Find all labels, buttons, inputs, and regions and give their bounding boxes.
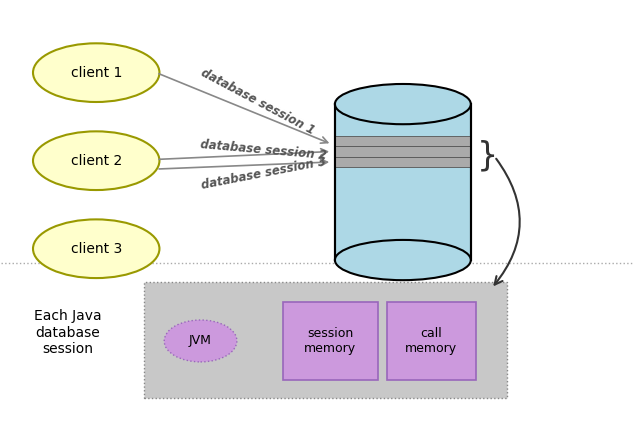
- Ellipse shape: [33, 131, 159, 190]
- Text: database session 3: database session 3: [200, 155, 327, 192]
- Text: Each Java
database
session: Each Java database session: [34, 309, 102, 356]
- Text: client 1: client 1: [70, 66, 122, 80]
- Text: JVM: JVM: [189, 335, 212, 347]
- Text: }: }: [477, 139, 498, 172]
- Ellipse shape: [164, 320, 237, 362]
- Bar: [335, 104, 471, 260]
- Ellipse shape: [33, 43, 159, 102]
- Bar: [335, 157, 471, 167]
- Text: client 2: client 2: [70, 154, 122, 168]
- Bar: [335, 104, 471, 240]
- FancyBboxPatch shape: [144, 282, 507, 398]
- Text: database session 2: database session 2: [200, 138, 328, 162]
- FancyBboxPatch shape: [387, 302, 476, 379]
- Bar: [335, 146, 471, 157]
- Ellipse shape: [33, 219, 159, 278]
- Ellipse shape: [335, 240, 471, 280]
- Bar: [335, 136, 471, 146]
- FancyBboxPatch shape: [283, 302, 378, 379]
- Ellipse shape: [335, 84, 471, 124]
- Text: call
memory: call memory: [405, 327, 457, 355]
- Text: client 3: client 3: [70, 242, 122, 256]
- Text: session
memory: session memory: [304, 327, 356, 355]
- Text: database session 1: database session 1: [198, 67, 316, 138]
